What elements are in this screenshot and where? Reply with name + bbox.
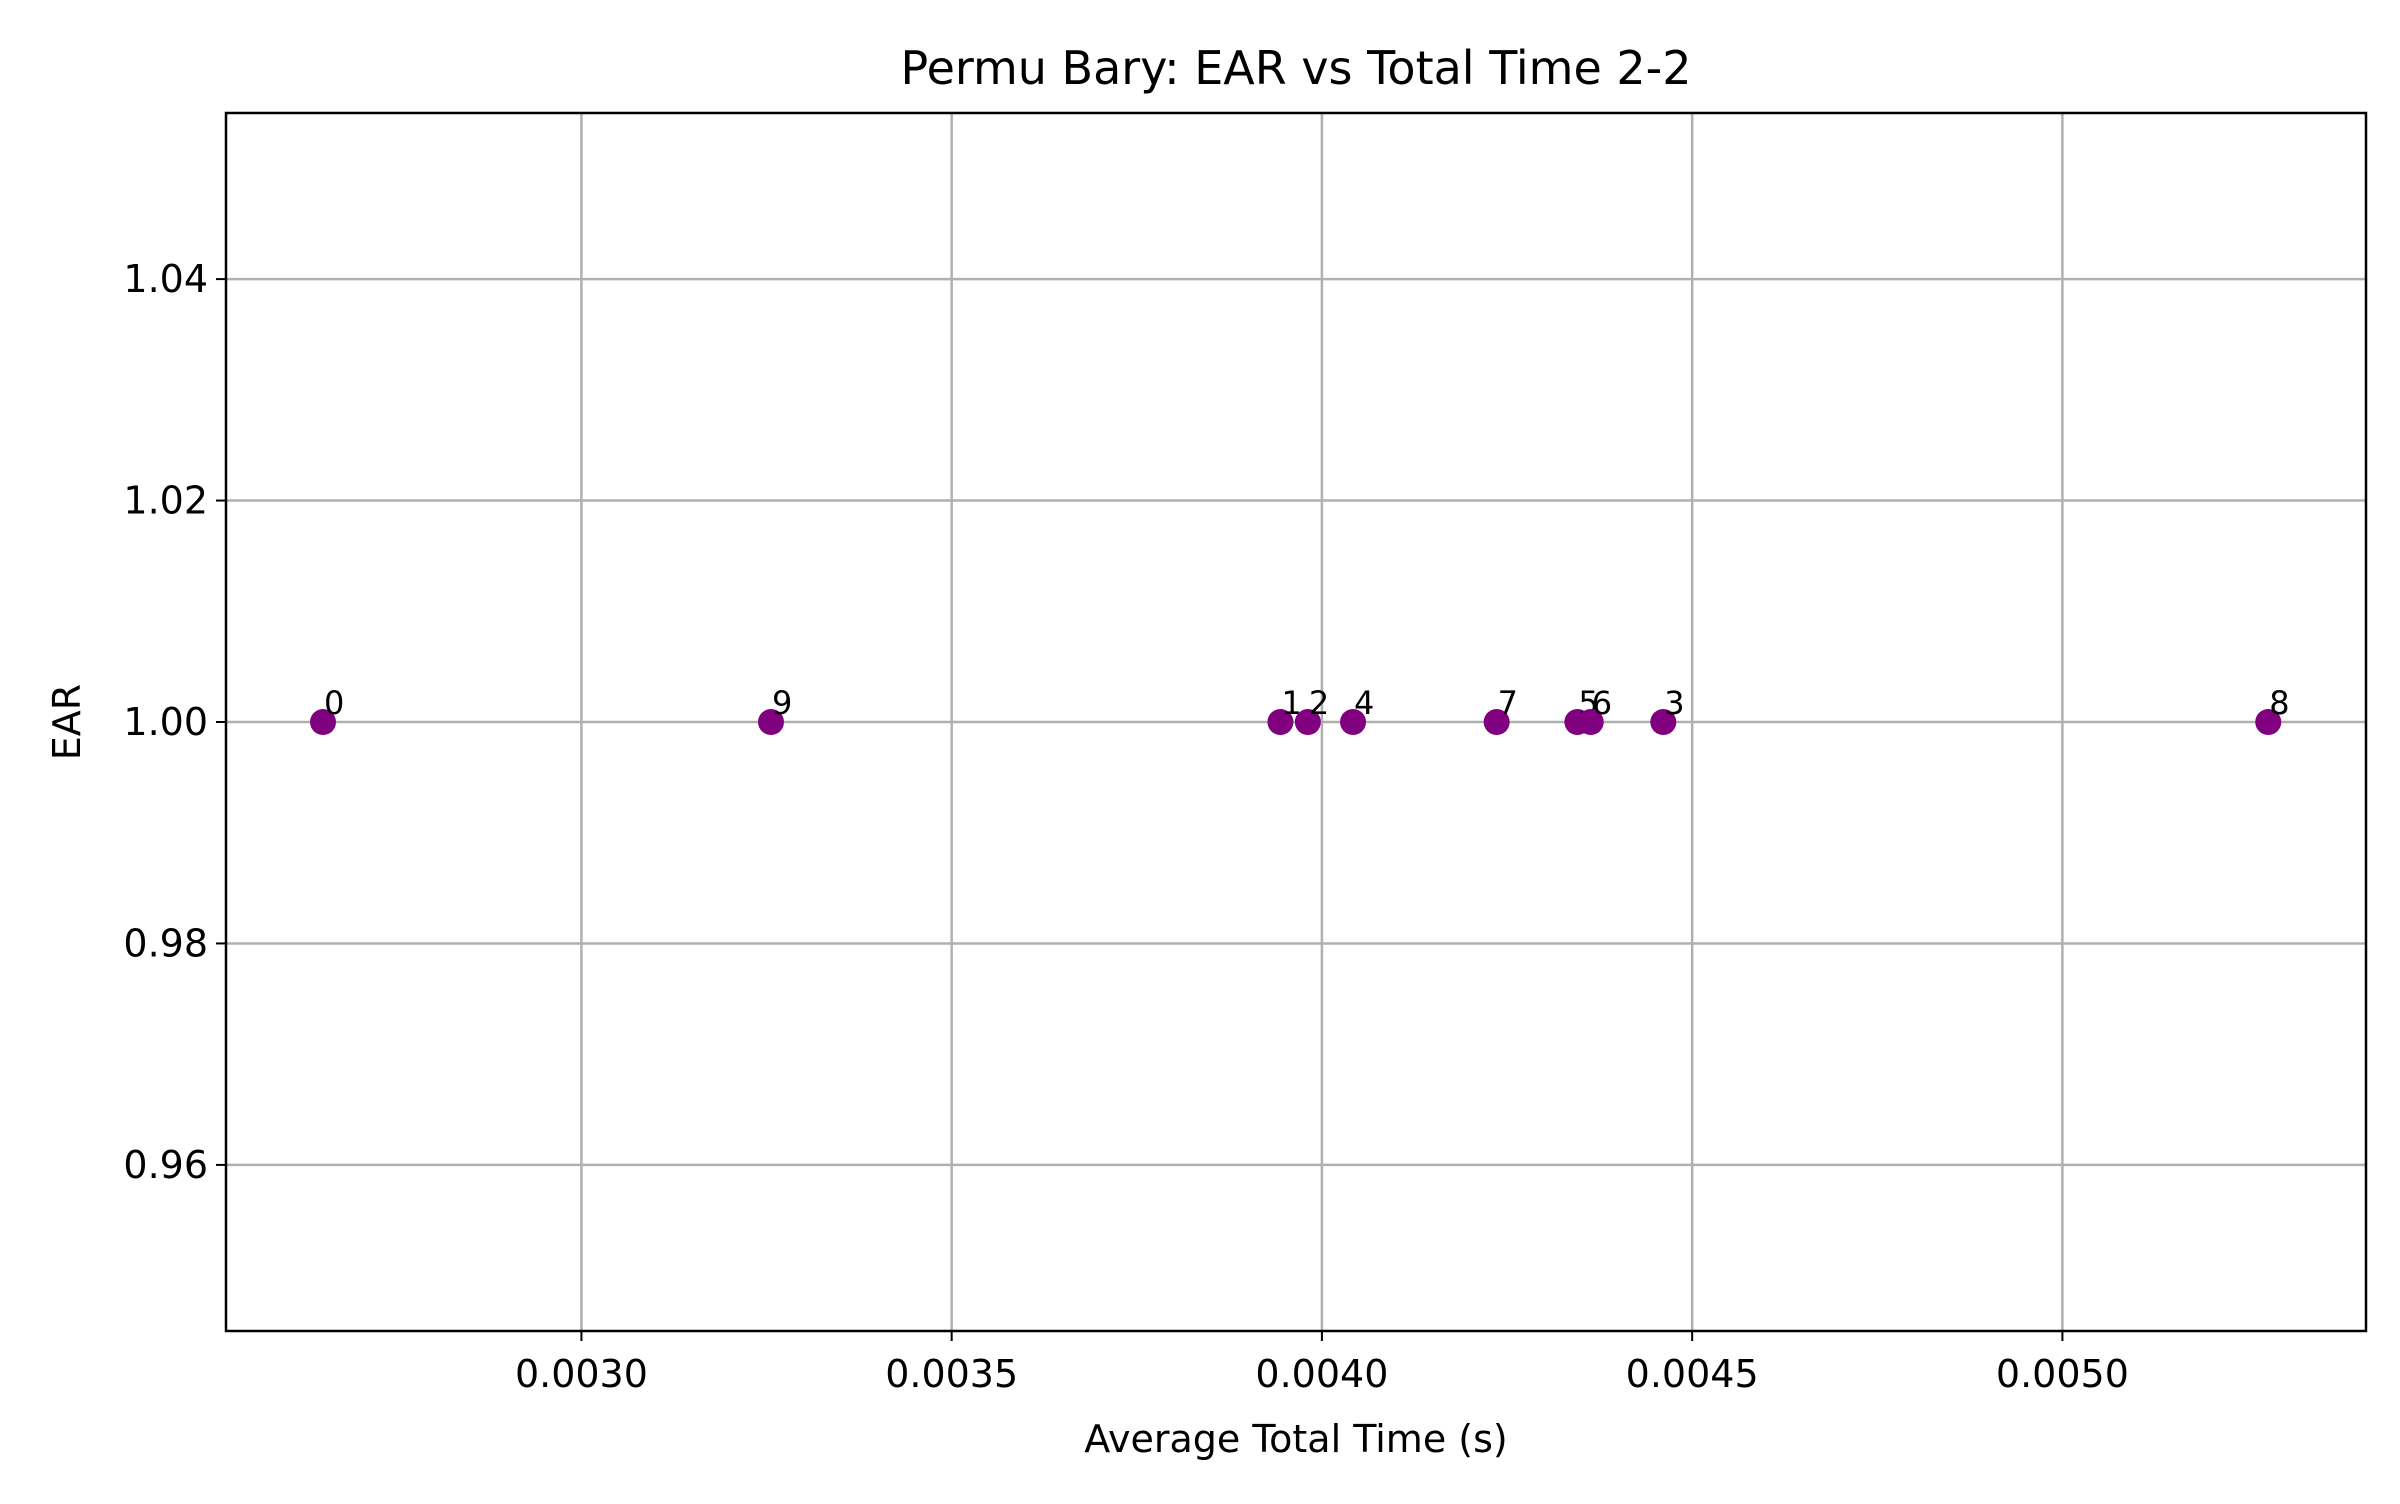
point-label-8: 8 [2269,684,2289,722]
plot-frame [224,111,2368,1333]
data-point-4 [1340,709,1367,735]
x-tick-label: 0.0035 [885,1352,1018,1396]
point-label-1: 1 [1281,684,1301,722]
y-tick-label: 1.00 [123,700,208,744]
x-tick-label: 0.0030 [515,1352,648,1396]
data-point-3 [1650,709,1677,735]
tick-layer: 0.0030 0.0035 0.0040 0.0045 0.0050 0.96 0.98 1.… [123,257,2128,1396]
point-label-4: 4 [1354,684,1374,722]
x-tick-label: 0.0040 [1255,1352,1388,1396]
grid-layer [226,113,2366,1331]
y-tick-label: 1.04 [123,257,208,301]
point-label-2: 2 [1309,684,1329,722]
y-axis-label: EAR [45,684,89,760]
x-tick-label: 0.0045 [1626,1352,1759,1396]
chart-title: Permu Bary: EAR vs Total Time 2-2 [900,41,1691,95]
point-layer: 0 9 1 2 4 7 56 3 8 [310,684,2290,735]
point-label-9: 9 [772,684,792,722]
y-tick-label: 0.98 [123,921,208,965]
point-label-3: 3 [1664,684,1684,722]
point-label-7: 7 [1498,684,1518,722]
data-point-7 [1483,709,1510,735]
data-point-2 [1294,709,1321,735]
point-label-6: 6 [1592,684,1612,722]
data-point-1 [1267,709,1294,735]
data-point-6 [1577,709,1604,735]
data-point-9 [757,709,784,735]
data-point-0 [310,709,337,735]
x-axis-label: Average Total Time (s) [1084,1417,1507,1461]
data-point-8 [2255,709,2282,735]
y-tick-label: 0.96 [123,1143,208,1187]
x-tick-label: 0.0050 [1996,1352,2129,1396]
y-tick-label: 1.02 [123,479,208,523]
point-label-0: 0 [324,684,344,722]
